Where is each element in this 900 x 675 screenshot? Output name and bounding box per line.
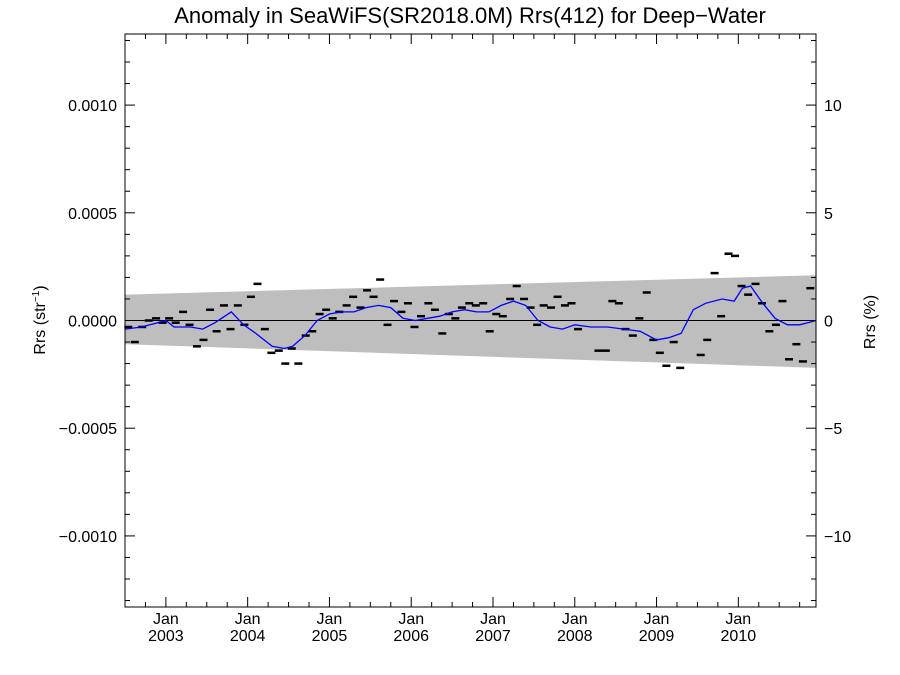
x-tick-month: Jan xyxy=(644,611,670,628)
right-tick-label: 5 xyxy=(824,206,833,223)
y-axis-label-left-sup: −1 xyxy=(31,290,42,302)
chart-title: Anomaly in SeaWiFS(SR2018.0M) Rrs(412) f… xyxy=(174,3,766,28)
y-axis-label-left-main: Rrs (str xyxy=(32,301,49,354)
x-tick-year: 2010 xyxy=(721,628,757,645)
right-tick-label: 10 xyxy=(824,98,842,115)
x-tick-year: 2009 xyxy=(639,628,675,645)
right-tick-label: 0 xyxy=(824,314,833,331)
running-mean-line xyxy=(124,285,817,350)
x-tick-year: 2006 xyxy=(393,628,429,645)
left-tick-label: −0.0005 xyxy=(59,421,117,438)
y-axis-label-left-close: ) xyxy=(32,285,49,290)
x-tick-year: 2007 xyxy=(475,628,511,645)
x-tick-year: 2004 xyxy=(230,628,266,645)
y-axis-label-left: Rrs (str−1) xyxy=(31,285,49,354)
x-tick-year: 2008 xyxy=(557,628,593,645)
left-tick-label: −0.0010 xyxy=(59,529,117,546)
right-tick-label: −5 xyxy=(824,421,842,438)
x-tick-month: Jan xyxy=(562,611,588,628)
right-tick-label: −10 xyxy=(824,529,851,546)
uncertainty-band xyxy=(125,275,816,368)
x-tick-month: Jan xyxy=(153,611,179,628)
x-tick-month: Jan xyxy=(398,611,424,628)
left-tick-label: 0.0010 xyxy=(68,98,117,115)
x-tick-month: Jan xyxy=(480,611,506,628)
x-tick-year: 2005 xyxy=(312,628,348,645)
x-tick-month: Jan xyxy=(317,611,343,628)
left-tick-label: 0.0005 xyxy=(68,206,117,223)
x-tick-month: Jan xyxy=(235,611,261,628)
y-axis-label-right: Rrs (%) xyxy=(862,295,879,349)
left-tick-label: 0.0000 xyxy=(68,314,117,331)
plot-area: 0.0010 0.0005 0.0000 −0.0005 −0.0010 10 5 0 −5 −1… xyxy=(59,33,851,645)
x-tick-year: 2003 xyxy=(148,628,184,645)
x-tick-month: Jan xyxy=(725,611,751,628)
